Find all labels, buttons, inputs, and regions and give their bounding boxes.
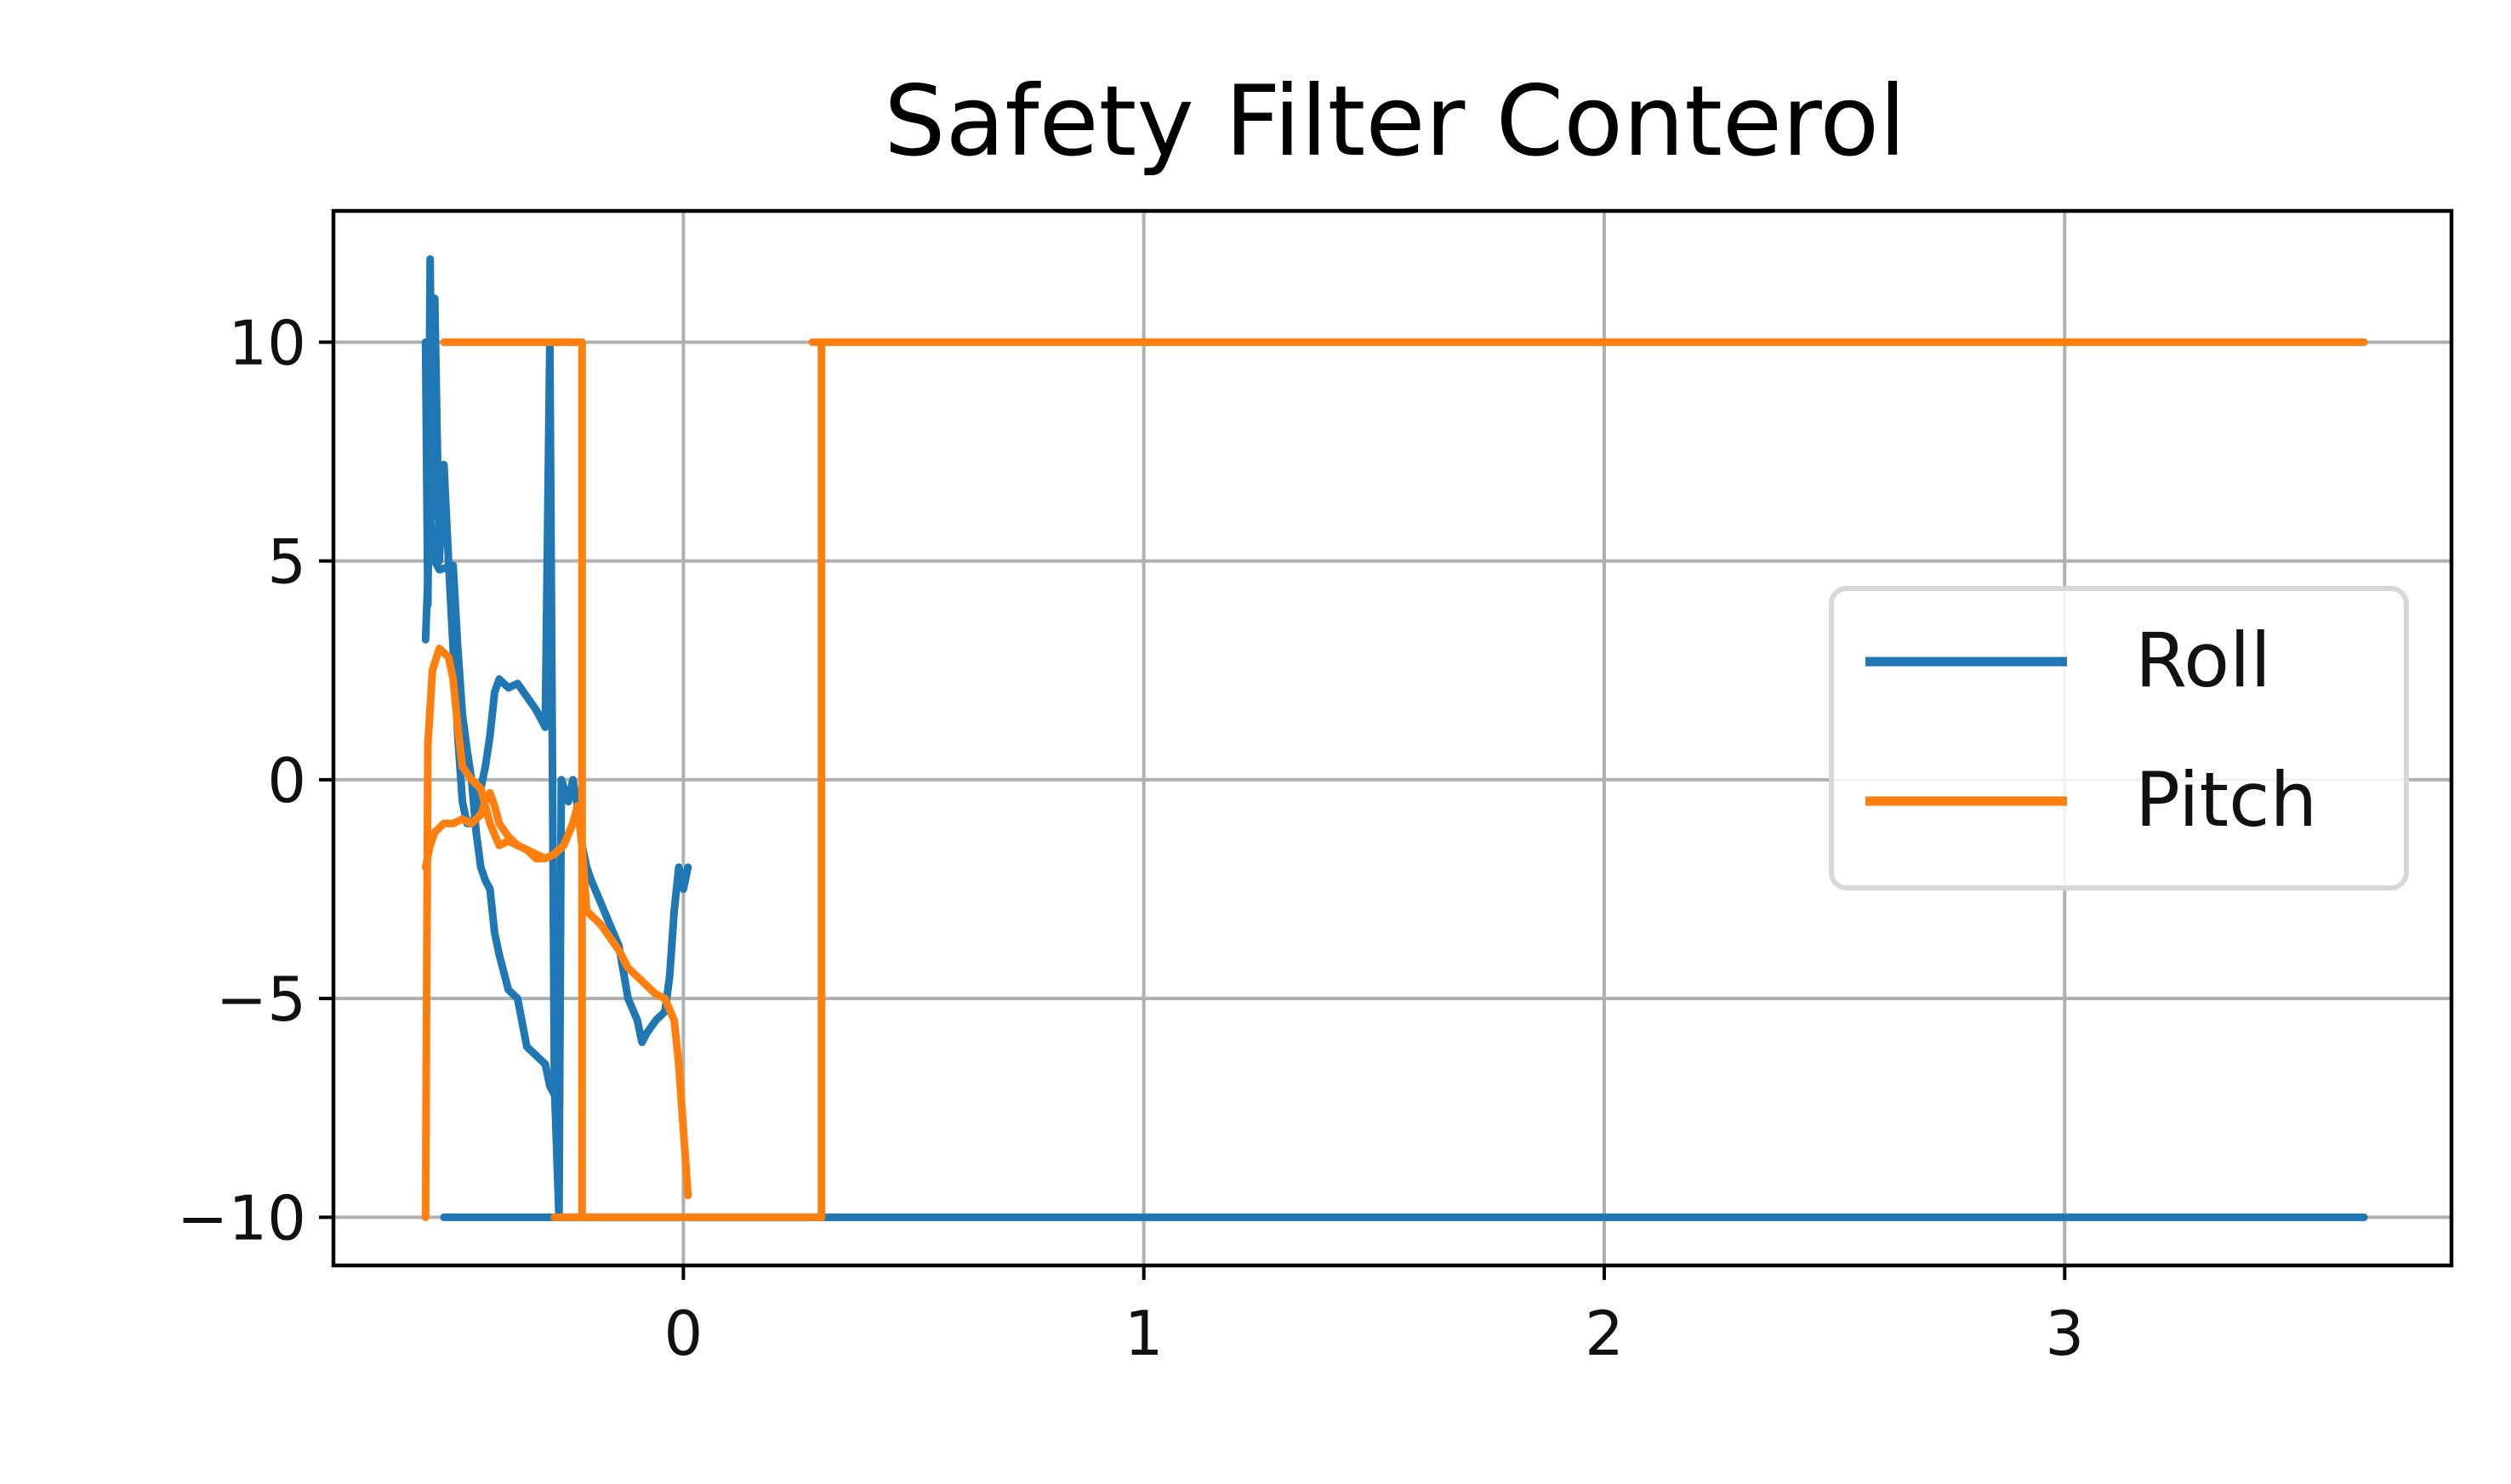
x-tick-label: 1 (1125, 1298, 1164, 1369)
y-tick-label: −10 (177, 1182, 306, 1254)
legend-label-pitch: Pitch (2135, 756, 2317, 844)
x-tick-label: 0 (663, 1298, 703, 1369)
series-line-roll (421, 255, 692, 1221)
legend-frame (1829, 586, 2409, 890)
x-tick-label: 3 (2045, 1298, 2084, 1369)
y-axis: 10 5 0 −5 −10 (177, 307, 333, 1254)
plot-series (421, 255, 2368, 1221)
legend: Roll Pitch (1829, 586, 2409, 890)
y-tick-label: −5 (216, 964, 306, 1035)
series-line-pitch (421, 645, 577, 1221)
series-line-pitch (440, 338, 2368, 1221)
plot-frame (331, 208, 2454, 1268)
x-axis: 0 1 2 3 (663, 1265, 2084, 1369)
y-tick-label: 0 (267, 745, 306, 816)
legend-label-roll: Roll (2135, 617, 2271, 704)
chart-title: Safety Filter Conterol (884, 65, 1906, 178)
y-tick-label: 10 (228, 307, 306, 378)
series-line-roll (421, 513, 559, 1099)
x-tick-label: 2 (1585, 1298, 1624, 1369)
y-tick-label: 5 (267, 526, 306, 598)
